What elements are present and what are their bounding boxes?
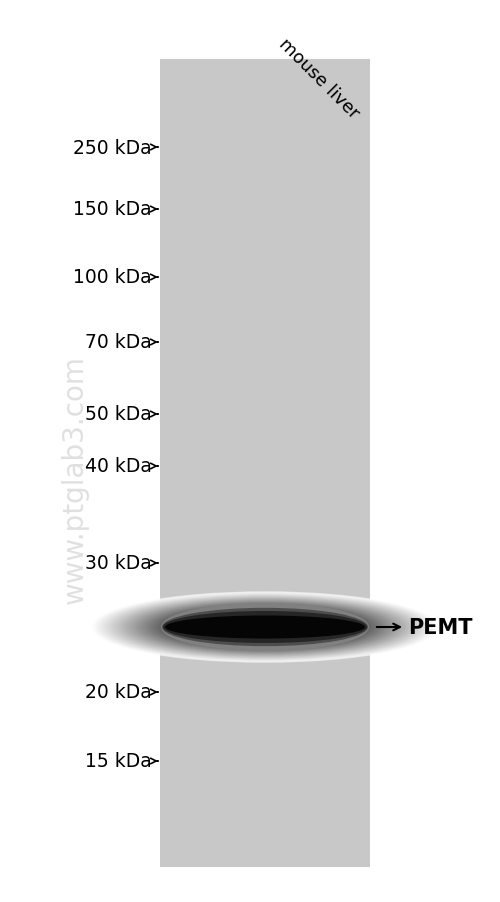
Ellipse shape — [126, 599, 404, 656]
Ellipse shape — [132, 600, 398, 655]
Ellipse shape — [93, 593, 437, 662]
Text: 15 kDa: 15 kDa — [85, 751, 152, 770]
Ellipse shape — [134, 601, 396, 654]
Ellipse shape — [161, 606, 369, 649]
Text: 40 kDa: 40 kDa — [85, 457, 152, 476]
Ellipse shape — [158, 605, 372, 649]
Text: 150 kDa: 150 kDa — [74, 200, 152, 219]
Bar — [160, 60, 370, 867]
Ellipse shape — [119, 597, 411, 657]
Ellipse shape — [128, 600, 402, 655]
Ellipse shape — [122, 598, 408, 657]
Ellipse shape — [110, 595, 420, 659]
Ellipse shape — [104, 594, 426, 660]
Text: 70 kDa: 70 kDa — [85, 333, 152, 352]
Text: 250 kDa: 250 kDa — [74, 138, 152, 157]
Text: 100 kDa: 100 kDa — [74, 268, 152, 287]
Text: 30 kDa: 30 kDa — [85, 554, 152, 573]
Text: mouse liver: mouse liver — [275, 35, 362, 123]
Ellipse shape — [112, 596, 418, 658]
Ellipse shape — [162, 608, 368, 647]
Ellipse shape — [143, 603, 387, 652]
Ellipse shape — [160, 606, 370, 649]
Ellipse shape — [92, 592, 438, 663]
Ellipse shape — [154, 604, 376, 650]
Ellipse shape — [139, 602, 391, 653]
Ellipse shape — [95, 593, 435, 662]
Ellipse shape — [114, 596, 416, 658]
Ellipse shape — [156, 605, 374, 649]
Ellipse shape — [150, 604, 380, 650]
Ellipse shape — [138, 602, 392, 653]
Ellipse shape — [144, 603, 386, 652]
Ellipse shape — [90, 592, 440, 663]
Ellipse shape — [97, 593, 433, 661]
Ellipse shape — [124, 599, 406, 656]
Ellipse shape — [141, 602, 389, 652]
Ellipse shape — [98, 594, 431, 661]
Ellipse shape — [106, 595, 424, 659]
Text: www.ptglab3.com: www.ptglab3.com — [61, 355, 89, 603]
Ellipse shape — [130, 600, 400, 655]
Ellipse shape — [108, 595, 422, 659]
Text: 20 kDa: 20 kDa — [85, 683, 152, 702]
Ellipse shape — [117, 597, 413, 658]
Ellipse shape — [152, 604, 378, 650]
Text: 50 kDa: 50 kDa — [85, 405, 152, 424]
Text: PEMT: PEMT — [408, 617, 472, 638]
Ellipse shape — [136, 601, 394, 654]
Ellipse shape — [121, 598, 409, 657]
Ellipse shape — [116, 597, 414, 658]
Ellipse shape — [161, 603, 369, 651]
Ellipse shape — [102, 594, 428, 660]
Ellipse shape — [146, 603, 384, 651]
Ellipse shape — [165, 616, 365, 639]
Ellipse shape — [148, 603, 382, 651]
Ellipse shape — [100, 594, 429, 661]
Ellipse shape — [163, 612, 367, 643]
